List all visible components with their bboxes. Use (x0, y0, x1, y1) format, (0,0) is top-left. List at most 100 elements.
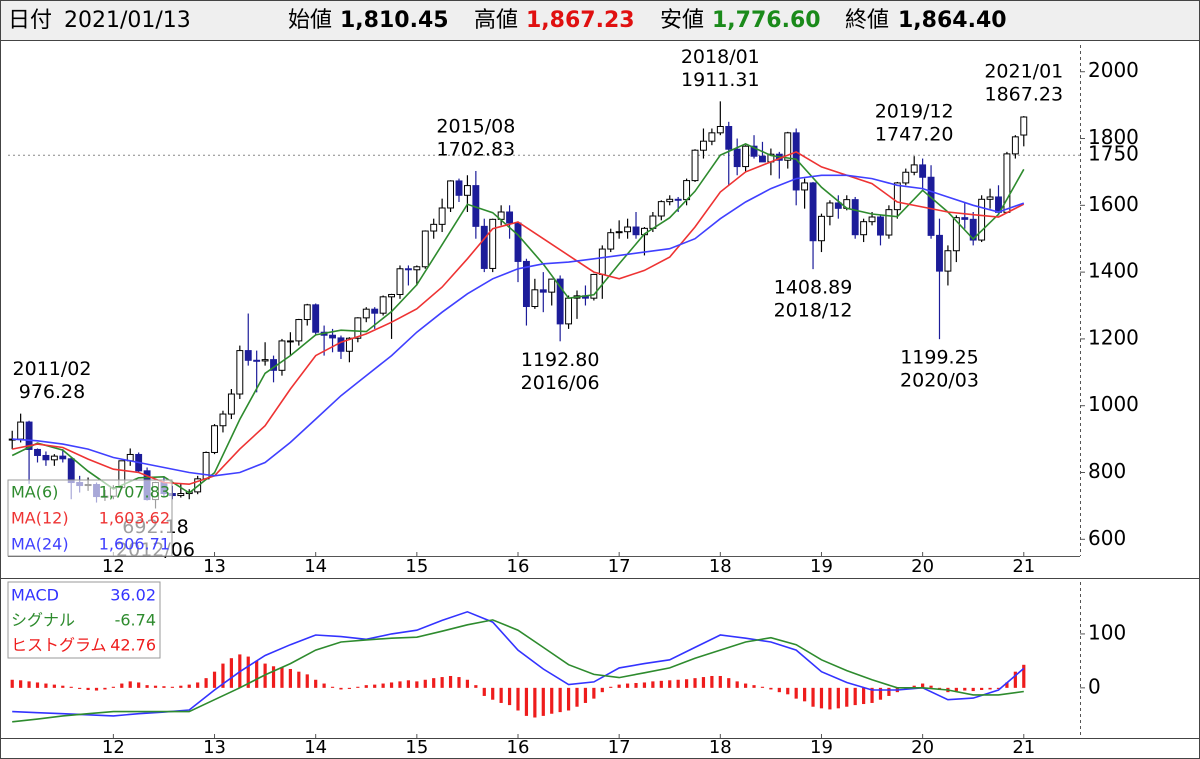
histogram-bar (179, 685, 183, 688)
histogram-bar (381, 683, 385, 688)
histogram-bar (870, 687, 874, 703)
candle-body (354, 317, 362, 339)
histogram-bar (634, 682, 638, 688)
histogram-bar (440, 677, 444, 688)
histogram-bar (887, 687, 891, 696)
y-tick-label: 2000 (1088, 58, 1139, 82)
histogram-bar (710, 675, 714, 688)
candle-body (556, 278, 564, 325)
legend-value: 1,603.62 (99, 509, 170, 528)
candle-body (851, 199, 859, 236)
candle-body (700, 140, 707, 151)
candle-body (345, 337, 353, 352)
candle-body (826, 202, 834, 217)
histogram-bar (27, 681, 31, 688)
candle-body (834, 202, 842, 209)
legend-name: MA(24) (11, 535, 69, 554)
annotation-value: 1911.31 (681, 69, 760, 91)
candle-body (455, 180, 463, 196)
candle-body (531, 289, 539, 308)
candle-body (1020, 116, 1028, 136)
header-value: 1,864.40 (898, 8, 1007, 33)
candle-body (337, 337, 345, 352)
histogram-bar (811, 687, 815, 707)
legend-name: ヒストグラム (11, 636, 107, 655)
x-tick-label: 15 (405, 737, 428, 758)
candle-body (253, 359, 261, 362)
candle-body (59, 455, 67, 460)
histogram-bar (204, 678, 208, 688)
histogram-bar (339, 687, 343, 690)
series-line (12, 151, 1025, 486)
candle-body (236, 350, 244, 395)
histogram-bar (78, 687, 82, 689)
histogram-bar (255, 660, 259, 688)
legend-value: 42.76 (110, 636, 156, 655)
header-bar (0, 0, 1200, 41)
header-label: 安値 (660, 8, 704, 33)
candle-body (624, 226, 632, 233)
x-tick-label: 20 (911, 737, 934, 758)
candle-body (868, 216, 876, 223)
candle-body (548, 278, 556, 293)
y-tick-label: 100 (1088, 620, 1126, 644)
histogram-bar (61, 685, 65, 688)
candle-body (978, 198, 986, 241)
histogram-bar (980, 687, 984, 691)
y-tick-label: 600 (1088, 526, 1126, 550)
histogram-bar (625, 683, 630, 688)
histogram-bar (94, 687, 99, 691)
annotation-value: 1408.89 (774, 277, 853, 299)
candle-body (25, 421, 33, 450)
candle-body (893, 182, 901, 211)
histogram-bar (229, 658, 233, 688)
candle-body (725, 125, 733, 150)
histogram-bar (668, 680, 672, 688)
legend-name: MA(12) (11, 509, 69, 528)
x-tick-label: 19 (810, 556, 833, 577)
histogram-bar (929, 685, 933, 688)
histogram-bar (575, 687, 579, 707)
histogram-bar (162, 686, 166, 688)
candle-body (759, 155, 766, 163)
reference-label: 1750 (1088, 142, 1139, 166)
histogram-bar (996, 687, 1001, 689)
candle-body (447, 180, 455, 209)
candle-body (329, 334, 336, 339)
histogram-bar (541, 687, 545, 716)
histogram-bar (609, 686, 613, 688)
candle-body (877, 216, 884, 236)
x-tick-label: 13 (203, 556, 226, 577)
legend-value: 36.02 (110, 586, 156, 605)
x-tick-label: 12 (102, 737, 125, 758)
candle-body (952, 217, 960, 252)
histogram-bar (600, 687, 604, 693)
candle-body (50, 455, 58, 461)
histogram-bar (718, 675, 722, 688)
candle-body (396, 268, 404, 295)
candle-body (404, 268, 412, 271)
candle-body (657, 201, 665, 217)
candle-body (708, 132, 716, 142)
candle-body (506, 211, 514, 224)
candle-body (514, 222, 522, 262)
candle-body (286, 340, 294, 343)
histogram-bar (10, 679, 14, 688)
histogram-bar (246, 656, 250, 688)
candle-body (244, 350, 252, 361)
histogram-bar (659, 680, 663, 688)
histogram-bar (356, 686, 360, 688)
annotation-value: 1702.83 (437, 138, 516, 160)
histogram-bar (845, 687, 849, 707)
annotation-value: 1192.80 (521, 349, 600, 371)
histogram-bar (735, 681, 739, 688)
histogram-bar (693, 678, 697, 688)
histogram-bar (111, 686, 115, 688)
x-tick-label: 18 (709, 737, 732, 758)
candle-body (801, 182, 809, 191)
histogram-bar (684, 679, 689, 688)
candle-body (303, 304, 311, 321)
legend-box (7, 479, 173, 557)
histogram-bar (271, 666, 276, 688)
